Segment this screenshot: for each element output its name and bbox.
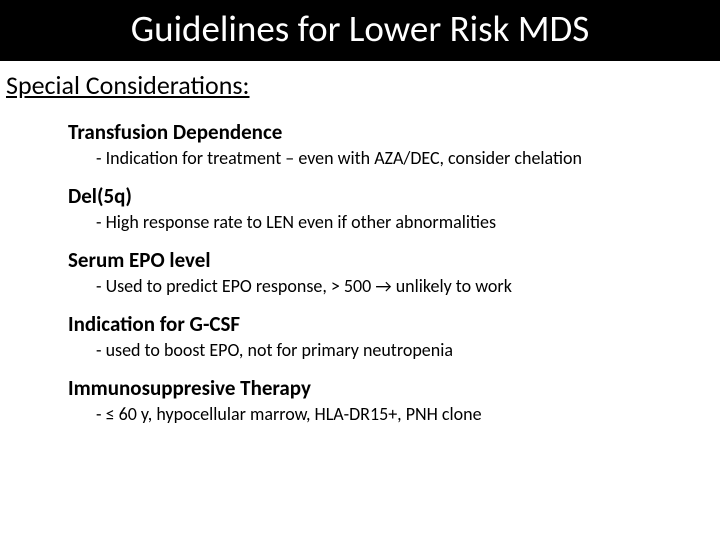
list-item: Immunosuppresive Therapy - ≤ 60 y, hypoc… xyxy=(68,375,680,425)
item-desc: - High response rate to LEN even if othe… xyxy=(68,211,680,233)
list-item: Serum EPO level - Used to predict EPO re… xyxy=(68,247,680,297)
item-desc: - Indication for treatment – even with A… xyxy=(68,147,680,169)
content-list: Transfusion Dependence - Indication for … xyxy=(0,119,720,425)
item-heading: Indication for G-CSF xyxy=(68,311,680,337)
list-item: Del(5q) - High response rate to LEN even… xyxy=(68,183,680,233)
item-desc: - used to boost EPO, not for primary neu… xyxy=(68,339,680,361)
item-heading: Transfusion Dependence xyxy=(68,119,680,145)
item-heading: Serum EPO level xyxy=(68,247,680,273)
subtitle: Special Considerations: xyxy=(0,61,720,105)
title-bar: Guidelines for Lower Risk MDS xyxy=(0,0,720,61)
item-heading: Immunosuppresive Therapy xyxy=(68,375,680,401)
list-item: Indication for G-CSF - used to boost EPO… xyxy=(68,311,680,361)
item-heading: Del(5q) xyxy=(68,183,680,209)
page-title: Guidelines for Lower Risk MDS xyxy=(131,6,589,51)
item-desc: - Used to predict EPO response, > 500 → … xyxy=(68,275,680,297)
item-desc: - ≤ 60 y, hypocellular marrow, HLA-DR15+… xyxy=(68,403,680,425)
list-item: Transfusion Dependence - Indication for … xyxy=(68,119,680,169)
